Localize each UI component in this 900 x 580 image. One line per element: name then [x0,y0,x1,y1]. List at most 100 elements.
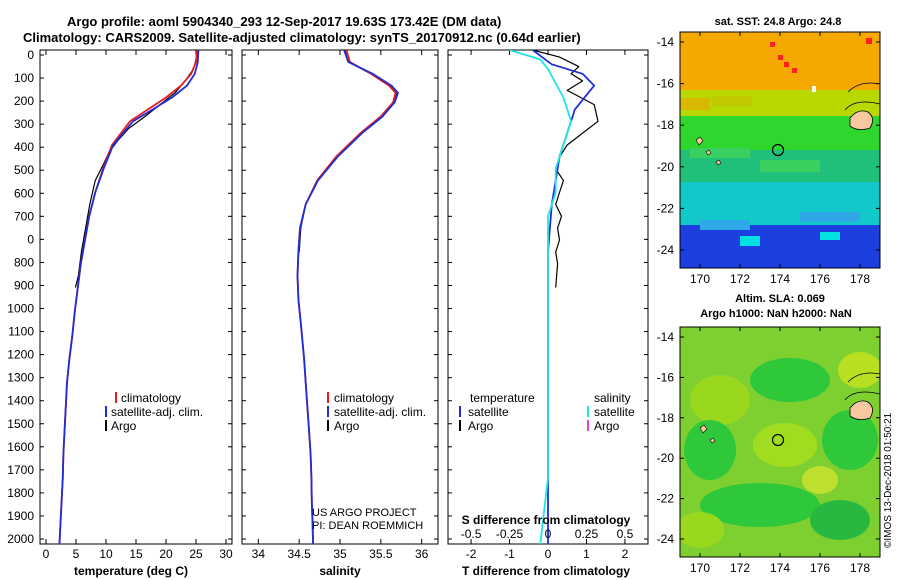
map-y-tick-label: -18 [657,411,675,425]
depth-tick-label: 500 [14,163,34,177]
sst-patch [800,212,860,222]
sst-patch [740,236,760,246]
x-tick-label: 15 [129,547,143,561]
map-y-tick-label: -16 [657,370,675,384]
sla-blob [680,512,724,548]
coastline [844,391,880,401]
legend-label-climatology: climatology [334,391,394,405]
credit-line1: US ARGO PROJECT [312,507,417,519]
s-tick-label: -0.5 [461,527,482,541]
legend-title-temperature: temperature [470,391,535,405]
sst-missing-pixel [812,86,816,92]
sst-patch [760,160,820,172]
difference-series [509,50,599,544]
sst-band-blue [680,225,880,268]
map-y-tick-label: -14 [657,330,675,344]
island [695,136,704,146]
map-y-tick-label: -18 [657,118,675,132]
map-x-tick-label: 176 [810,561,830,575]
x-tick-label: 35 [333,547,347,561]
x-tick-label: 35.5 [369,547,393,561]
sla-blob [750,358,830,402]
sla-blob [802,466,838,494]
sst-hot-pixel [778,55,783,60]
map-x-tick-label: 172 [730,561,750,575]
temperature-panel [39,49,233,545]
depth-tick-label: 400 [14,140,34,154]
legend-label-t-satellite: satellite [468,405,509,419]
depth-tick-label: 1800 [7,486,34,500]
sst-band-warm [680,32,880,92]
sst-map-ticks: 170 172 174 176 178 -14 -16 -18 -20 -22 -24 [657,32,880,286]
depth-tick-label: 1000 [7,302,34,316]
depth-tick-label: 800 [14,255,34,269]
x-tick-label: 34.5 [287,547,311,561]
sst-hot-pixel [866,38,872,44]
legend-label-satellite: satellite-adj. clim. [111,405,203,419]
legend-label-argo: Argo [111,419,137,433]
map-y-tick-label: -24 [657,243,675,257]
depth-tick-label: 1600 [7,440,34,454]
map-x-tick-label: 176 [810,272,830,286]
island [715,159,722,166]
depth-tick-label: 1400 [7,394,34,408]
credit-line2: PI: DEAN ROEMMICH [312,520,423,532]
depth-tick-label: 1900 [7,509,34,523]
s-difference-label: S difference from climatology [462,513,631,527]
x-tick-label: 0 [43,547,50,561]
x-tick-label: 10 [99,547,113,561]
depth-tick-label: 1700 [7,463,34,477]
depth-tick-label: 0 [27,232,34,246]
x-tick-label: 30 [219,547,233,561]
depth-axis: 0 100 200 300 400 500 600 700 0 800 900 1000 1100 120… [7,48,34,546]
x-tick-label: 36 [415,547,429,561]
sla-blob [822,410,878,470]
island [709,437,716,444]
sla-map-ticks: 170 172 174 176 178 -14 -16 -18 -20 -22 -24 [657,327,880,575]
coastline [847,372,880,383]
legend-label-s-satellite: satellite [594,405,635,419]
watermark: ©IMOS 13-Dec-2018 01:50:21 [883,412,894,548]
x-tick-label: 34 [252,547,266,561]
argo-float-marker [771,433,785,447]
x-tick-label: 2 [622,547,629,561]
temperature-series [58,50,200,544]
salinity-legend: climatology satellite-adj. clim. Argo [327,391,426,433]
island [849,400,873,420]
s-tick-label: 0.5 [617,527,634,541]
series-line-satellite-adj-clim- [296,50,399,544]
map-y-tick-label: -22 [657,492,675,506]
salinity-xlabel: salinity [319,564,361,578]
s-tick-label: -0.25 [496,527,524,541]
coastline [844,101,880,111]
sla-blob [838,352,880,388]
map-y-tick-label: -16 [657,77,675,91]
island [705,149,712,156]
x-tick-label: 0 [545,547,552,561]
sla-blob [753,423,817,467]
argo-float-marker [771,143,785,157]
x-tick-label: -1 [504,547,515,561]
map-y-tick-label: -20 [657,160,675,174]
depth-tick-label: 1200 [7,348,34,362]
salinity-series [296,50,399,544]
sst-patch [690,148,750,158]
map-x-tick-label: 172 [730,272,750,286]
island [699,424,708,434]
legend-label-s-argo: Argo [594,419,620,433]
sst-patch [712,96,752,106]
s-tick-label: 0 [545,527,552,541]
map-x-tick-label: 170 [690,272,710,286]
depth-tick-label: 300 [14,117,34,131]
sst-hot-pixel [792,68,797,73]
legend-label-argo: Argo [334,419,360,433]
temperature-legend: climatology satellite-adj. clim. Argo [105,391,203,433]
map-y-tick-label: -22 [657,201,675,215]
depth-tick-label: 2000 [7,532,34,546]
depth-tick-label: 1100 [8,325,34,339]
sst-band-green [680,116,880,154]
x-tick-label: 20 [159,547,173,561]
sla-blob [690,375,750,425]
sst-patch [820,232,840,240]
